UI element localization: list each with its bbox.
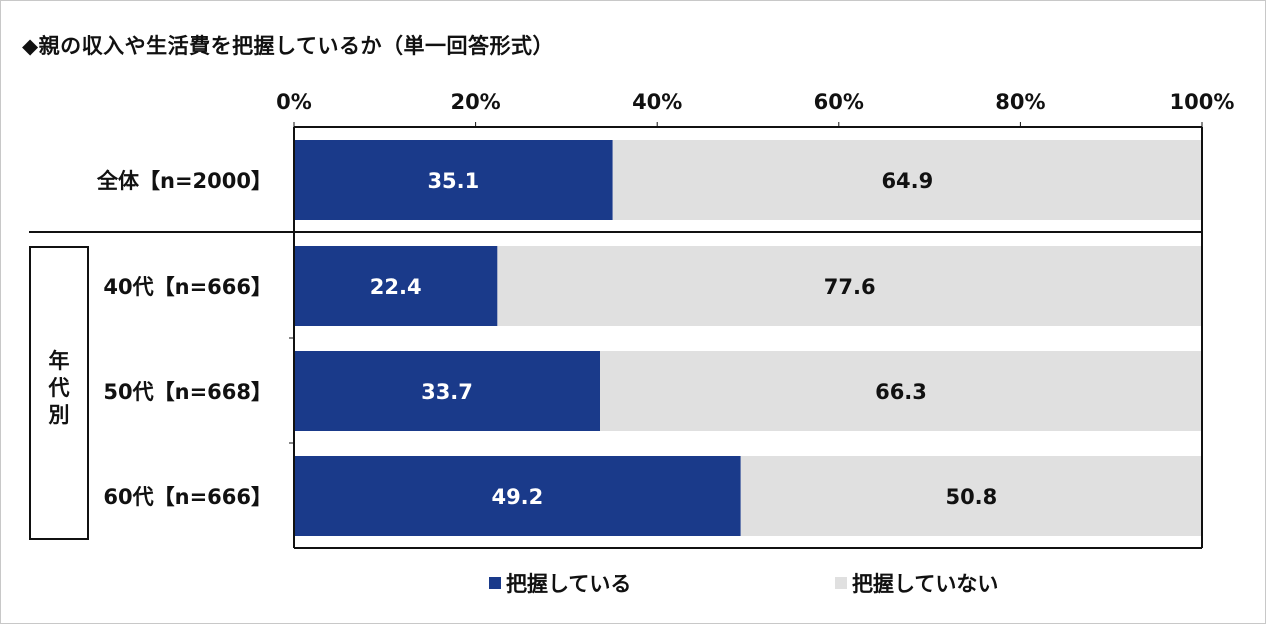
bars	[294, 140, 1203, 536]
data-label: 66.3	[875, 380, 927, 404]
bar-segment	[740, 456, 1202, 536]
x-tick-label: 60%	[814, 90, 864, 114]
age-group-box: 年 代 別	[29, 246, 89, 540]
bar-segment	[497, 246, 1203, 326]
legend-item-known: 把握している	[489, 568, 631, 598]
x-axis-ticks: 0% 20% 40% 60% 80% 100%	[276, 90, 1234, 114]
axes	[29, 122, 1203, 549]
legend-label-unknown: 把握していない	[852, 572, 999, 596]
data-label: 35.1	[427, 169, 479, 193]
bar-segment	[612, 140, 1202, 220]
x-tick-label: 100%	[1170, 90, 1235, 114]
bar-segment	[294, 140, 613, 220]
value-labels: 35.1 64.9 22.4 77.6 33.7 66.3 49.2 50.8	[370, 169, 998, 509]
legend-item-unknown: 把握していない	[835, 568, 998, 598]
data-label: 22.4	[370, 275, 422, 299]
legend-label-known: 把握している	[506, 572, 632, 596]
age-group-label: 年 代 別	[48, 349, 70, 427]
legend-swatch-unknown	[835, 577, 847, 589]
category-label: 60代【n=666】	[103, 485, 272, 509]
category-label: 全体【n=2000】	[96, 169, 272, 193]
data-label: 49.2	[491, 485, 543, 509]
x-tick-label: 80%	[995, 90, 1045, 114]
category-labels: 全体【n=2000】 40代【n=666】 50代【n=668】 60代【n=666】	[96, 169, 272, 509]
bar-segment	[294, 246, 498, 326]
bar-segment	[599, 351, 1202, 431]
x-tick-label: 20%	[450, 90, 500, 114]
x-tick-label: 40%	[632, 90, 682, 114]
legend-swatch-known	[489, 577, 501, 589]
bar-segment	[294, 456, 741, 536]
data-label: 33.7	[421, 380, 473, 404]
data-label: 77.6	[824, 275, 876, 299]
category-label: 40代【n=666】	[103, 275, 272, 299]
chart-title: ◆親の収入や生活費を把握しているか（単一回答形式）	[22, 34, 555, 58]
category-label: 50代【n=668】	[103, 380, 272, 404]
data-label: 50.8	[945, 485, 997, 509]
x-tick-label: 0%	[276, 90, 312, 114]
bar-segment	[294, 351, 600, 431]
data-label: 64.9	[881, 169, 933, 193]
